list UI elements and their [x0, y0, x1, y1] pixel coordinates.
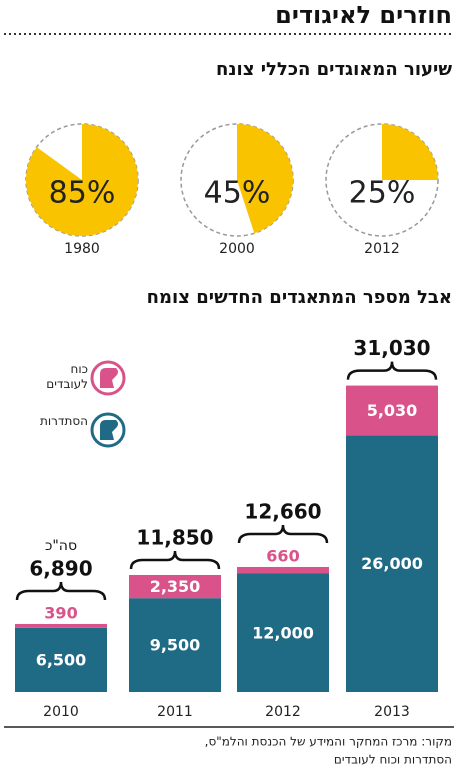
- bar-value-label: 9,500: [150, 636, 201, 655]
- pie-value-label: 45%: [204, 176, 271, 211]
- bar-value-label: 2,350: [150, 577, 201, 596]
- legend-icon: [100, 420, 118, 440]
- pie-year-label: 2000: [219, 241, 255, 257]
- pie-section-title: שיעור המאוגדים הכללי צונח: [216, 59, 452, 80]
- bar-segment: [237, 566, 329, 574]
- bar-value-label: 5,030: [367, 401, 418, 420]
- legend-label: הסתדרות: [40, 414, 88, 428]
- x-tick-label: 2013: [374, 704, 410, 720]
- total-brace: [346, 361, 438, 380]
- bar-segment: [129, 574, 221, 599]
- pie-value-label: 25%: [349, 176, 416, 211]
- bar-value-label: 660: [266, 546, 299, 565]
- x-tick-label: 2012: [265, 704, 301, 720]
- x-tick-label: 2011: [157, 704, 193, 720]
- bar-section-title: אבל מספר המתאגדים החדשים צומח: [147, 287, 452, 308]
- total-label: 31,030: [353, 336, 430, 360]
- total-brace: [15, 581, 107, 601]
- x-tick-label: 2010: [43, 704, 79, 720]
- legend-entry: כוח לעובדים: [46, 362, 88, 391]
- pie-slice: [237, 124, 293, 234]
- bar-segment: [129, 598, 221, 692]
- bar-value-label: 390: [44, 603, 77, 622]
- pie-year-label: 2012: [364, 241, 400, 257]
- source-line: הסתדרות וכוח לעובדים: [334, 753, 452, 767]
- total-label: 11,850: [136, 525, 213, 549]
- bar-segment: [346, 385, 438, 436]
- bar-segment: [15, 623, 107, 628]
- bar-value-label: 12,000: [252, 623, 314, 642]
- pie-slice: [382, 124, 438, 180]
- source-line: מקור: מרכז המחקר והמידע של הכנסת והלמ"ס,: [205, 735, 452, 749]
- total-brace: [129, 550, 221, 570]
- legend-icon: [100, 368, 118, 388]
- pie-value-label: 85%: [49, 176, 116, 211]
- pie-year-label: 1980: [64, 241, 100, 257]
- main-title: חוזרים לאיגודים: [275, 1, 452, 29]
- legend-entry: הסתדרות: [40, 414, 88, 428]
- legend-label: כוח לעובדים: [46, 362, 88, 391]
- legend-icon: [90, 360, 126, 396]
- bar-segment: [346, 435, 438, 692]
- legend-icon: [90, 412, 126, 448]
- total-brace: [237, 524, 329, 544]
- bar-value-label: 26,000: [361, 554, 423, 573]
- pie-slice: [25, 124, 139, 237]
- total-label: 6,890: [29, 556, 92, 580]
- bar-segment: [15, 627, 107, 692]
- total-label: 12,660: [244, 499, 321, 523]
- total-prefix: סה"כ: [45, 538, 77, 554]
- bar-segment: [237, 573, 329, 692]
- bar-value-label: 6,500: [36, 650, 87, 669]
